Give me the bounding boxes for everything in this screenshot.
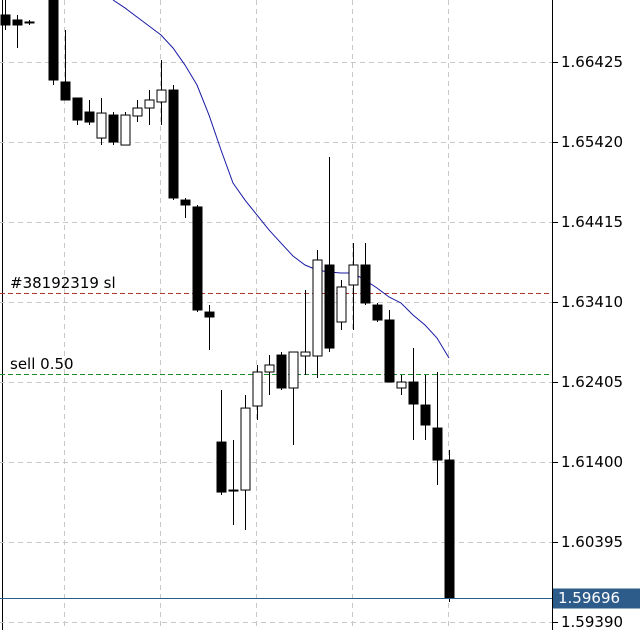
candle-body xyxy=(120,114,131,146)
y-tick-label: 1.66425 xyxy=(561,53,623,71)
candle-body xyxy=(444,459,455,599)
candle-body xyxy=(396,381,407,389)
candle-body xyxy=(432,427,443,461)
y-tick-label: 1.61400 xyxy=(561,453,623,471)
plot-area: #38192319 sl sell 0.50 xyxy=(0,0,552,603)
candle-body xyxy=(48,0,59,81)
candle-body xyxy=(60,81,71,101)
candle-body xyxy=(96,112,107,139)
y-tick-label: 1.59390 xyxy=(561,613,623,630)
current-price-box xyxy=(552,588,640,609)
current-price-label: 1.59696 xyxy=(558,589,620,607)
candle-body xyxy=(228,489,239,492)
candle-body xyxy=(84,111,95,123)
candle-body xyxy=(204,311,215,318)
candle-body xyxy=(132,107,143,117)
y-tick-label: 1.62405 xyxy=(561,373,623,391)
candle-body xyxy=(264,364,275,373)
candle-body xyxy=(360,264,371,304)
candle-body xyxy=(300,351,311,357)
candle-body xyxy=(252,371,263,407)
level-label: sell 0.50 xyxy=(10,355,74,373)
candle-body xyxy=(12,19,23,26)
level-label: #38192319 sl xyxy=(10,274,116,292)
candle-body xyxy=(144,99,155,109)
y-tick-label: 1.63410 xyxy=(561,293,623,311)
candle-body xyxy=(108,114,119,143)
candle-body xyxy=(72,97,83,121)
candle-body xyxy=(180,199,191,206)
candle-body xyxy=(288,351,299,389)
candle-body xyxy=(408,381,419,405)
y-tick-label: 1.64415 xyxy=(561,213,623,231)
candle-body xyxy=(0,14,11,26)
candle-body xyxy=(324,264,335,349)
candle-body xyxy=(240,407,251,491)
candle-body xyxy=(192,206,203,311)
candle-body xyxy=(24,21,35,24)
candle-body xyxy=(336,286,347,323)
candle-body xyxy=(384,319,395,383)
candle-body xyxy=(348,264,359,286)
candle-body xyxy=(372,304,383,321)
candle-body xyxy=(276,354,287,389)
y-tick-label: 1.65420 xyxy=(561,133,623,151)
candle-body xyxy=(420,404,431,426)
candle-body xyxy=(312,259,323,357)
candle-body xyxy=(216,441,227,493)
y-tick-label: 1.60395 xyxy=(561,533,623,551)
moving-average-line xyxy=(112,0,450,359)
candle-body xyxy=(156,89,167,103)
candle-body xyxy=(168,89,179,199)
